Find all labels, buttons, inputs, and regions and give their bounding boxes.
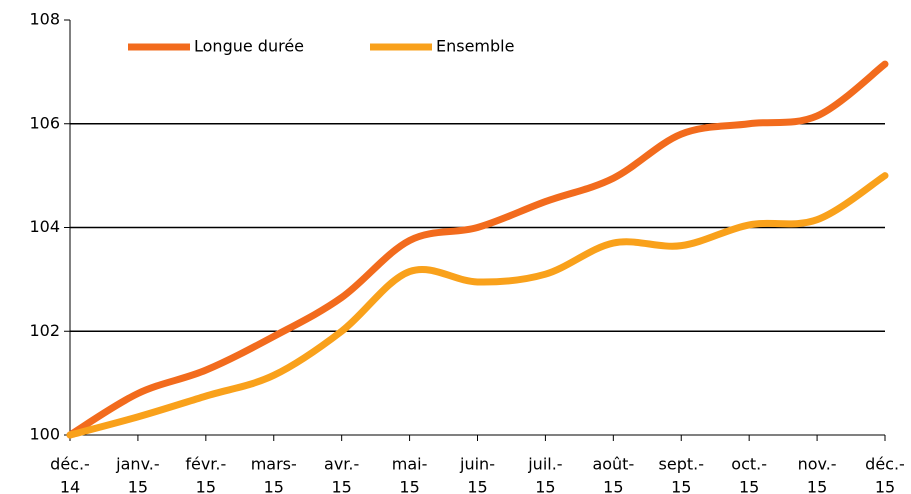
- x-tick-label: 15: [128, 478, 148, 494]
- x-tick-label: déc.-: [50, 455, 90, 474]
- y-tick-label: 108: [29, 10, 60, 29]
- series-line: [66, 60, 889, 439]
- x-tick-label: juin-: [459, 455, 495, 474]
- y-tick-label: 100: [29, 425, 60, 444]
- x-tick-label: 15: [467, 478, 487, 494]
- x-tick-label: 15: [603, 478, 623, 494]
- x-tick-label: nov.-: [798, 455, 837, 474]
- x-tick-label: sept.-: [659, 455, 704, 474]
- x-tick-label: 15: [671, 478, 691, 494]
- x-tick-label: 15: [331, 478, 351, 494]
- x-tick-label: mai-: [392, 455, 428, 474]
- x-tick-label: 15: [535, 478, 555, 494]
- x-tick-label: 15: [399, 478, 419, 494]
- x-tick-label: févr.-: [185, 455, 226, 474]
- x-tick-label: 15: [807, 478, 827, 494]
- series-line: [66, 172, 889, 439]
- legend-label: Longue durée: [194, 37, 304, 56]
- x-tick-label: juil.-: [527, 455, 562, 474]
- y-tick-label: 106: [29, 113, 60, 132]
- x-tick-label: mars-: [251, 455, 297, 474]
- x-tick-label: 14: [60, 478, 80, 494]
- x-tick-label: janv.-: [115, 455, 159, 474]
- y-tick-label: 104: [29, 217, 60, 236]
- x-tick-label: avr.-: [324, 455, 359, 474]
- x-tick-label: 15: [196, 478, 216, 494]
- legend-label: Ensemble: [436, 37, 514, 56]
- x-tick-label: oct.-: [731, 455, 767, 474]
- x-tick-label: déc.-: [865, 455, 905, 474]
- x-tick-label: 15: [264, 478, 284, 494]
- x-tick-label: août-: [592, 455, 634, 474]
- x-tick-label: 15: [875, 478, 895, 494]
- y-tick-label: 102: [29, 321, 60, 340]
- x-tick-label: 15: [739, 478, 759, 494]
